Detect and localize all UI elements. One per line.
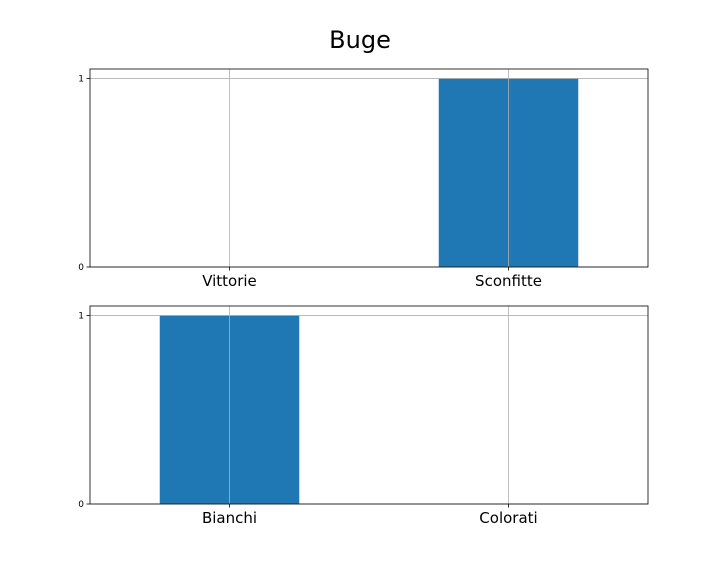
y-tick-label: 0 <box>78 500 84 510</box>
y-tick-label: 1 <box>78 311 84 321</box>
y-tick-label: 1 <box>78 74 84 84</box>
x-tick-label: Vittorie <box>202 272 257 290</box>
axes-frame <box>89 305 649 505</box>
lower-subplot: 0 1 Bianchi Colorati <box>78 305 649 527</box>
x-tick-label: Sconfitte <box>475 272 542 290</box>
x-tick-label: Bianchi <box>202 509 257 527</box>
axes-frame <box>89 68 649 268</box>
upper-subplot: 0 1 Vittorie Sconfitte <box>78 68 649 290</box>
figure-title: Buge <box>329 26 391 54</box>
y-tick-label: 0 <box>78 263 84 273</box>
x-tick-label: Colorati <box>479 509 537 527</box>
